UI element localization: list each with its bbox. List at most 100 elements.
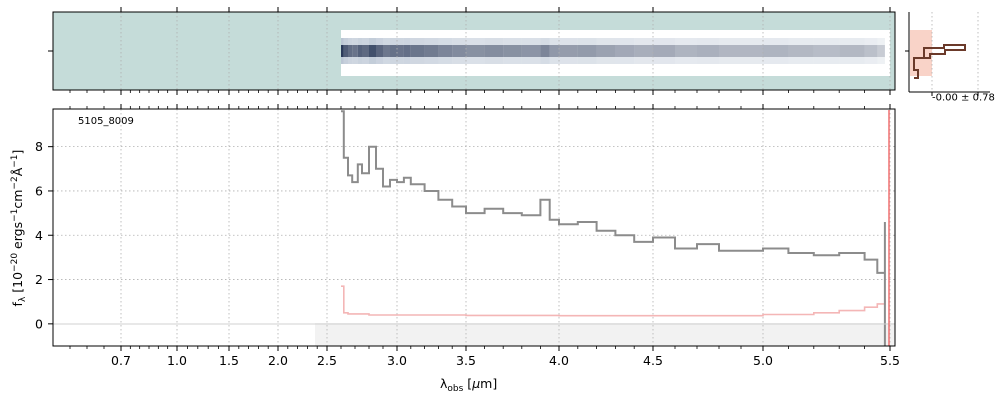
2d-trace-halo: [397, 38, 404, 45]
2d-trace-halo: [634, 57, 653, 64]
2d-trace-halo: [719, 38, 741, 45]
2d-trace-halo: [741, 38, 763, 45]
2d-trace-halo: [788, 38, 814, 45]
2d-trace-halo: [741, 57, 763, 64]
1d-spectrum-frame: [52, 108, 896, 347]
2d-trace-column: [540, 45, 550, 57]
2d-trace-halo: [484, 57, 504, 64]
x-tick-label: 5.5: [880, 353, 900, 368]
2d-trace-halo: [503, 38, 522, 45]
2d-spectrum-panel: [48, 11, 896, 91]
2d-trace-column: [383, 45, 390, 57]
2d-trace-halo: [397, 57, 404, 64]
x-tick-label: 1.0: [167, 353, 187, 368]
2d-trace-halo: [438, 57, 453, 64]
x-tick-label: 2.0: [268, 353, 288, 368]
2d-trace-column: [813, 45, 840, 57]
y-tick-label: 8: [35, 139, 43, 154]
2d-trace-halo: [839, 38, 865, 45]
2d-trace-column: [596, 45, 616, 57]
2d-trace-halo: [675, 38, 697, 45]
2d-trace-halo: [763, 57, 789, 64]
2d-trace-halo: [877, 38, 885, 45]
y-tick-label: 0: [35, 316, 43, 331]
2d-trace-halo: [390, 57, 397, 64]
x-tick-label: 0.7: [111, 353, 131, 368]
2d-trace-halo: [424, 57, 439, 64]
y-tick-label: 2: [35, 272, 43, 287]
inset-profile-line: [913, 44, 966, 79]
y-tick-label: 6: [35, 183, 43, 198]
2d-trace-column: [484, 45, 504, 57]
2d-trace-column: [369, 45, 376, 57]
2d-trace-column: [452, 45, 466, 57]
y-axis-label: fλ [10−20 ergs−1cm−2Å−1]: [10, 150, 28, 307]
2d-trace-halo: [813, 57, 840, 64]
2d-trace-halo: [549, 57, 559, 64]
2d-trace-halo: [877, 57, 885, 64]
2d-trace-halo: [403, 57, 411, 64]
2d-trace-column: [634, 45, 653, 57]
2d-trace-column: [357, 45, 362, 57]
2d-trace-halo: [452, 57, 466, 64]
2d-trace-halo: [357, 38, 362, 45]
2d-trace-halo: [343, 38, 348, 45]
2d-trace-column: [362, 45, 369, 57]
x-tick-label: 3.5: [456, 353, 476, 368]
2d-trace-halo: [864, 38, 878, 45]
2d-trace-column: [376, 45, 383, 57]
2d-trace-halo: [466, 38, 485, 45]
inset-error-band: [910, 30, 932, 76]
2d-trace-halo: [577, 57, 597, 64]
2d-trace-halo: [549, 38, 559, 45]
2d-trace-column: [410, 45, 425, 57]
2d-trace-column: [549, 45, 559, 57]
2d-trace-column: [697, 45, 719, 57]
cross-section-inset: -0.00 ± 0.78: [905, 12, 995, 103]
2d-trace-halo: [813, 38, 840, 45]
2d-trace-column: [348, 45, 353, 57]
2d-trace-column: [466, 45, 485, 57]
x-tick-label: 5.0: [753, 353, 773, 368]
2d-trace-column: [741, 45, 763, 57]
2d-trace-column: [424, 45, 439, 57]
error-spectrum-line: [341, 285, 886, 317]
2d-trace-halo: [719, 57, 741, 64]
2d-trace-column: [503, 45, 522, 57]
2d-trace-halo: [675, 57, 697, 64]
x-tick-label: 1.5: [219, 353, 239, 368]
2d-trace-halo: [383, 38, 390, 45]
2d-trace-column: [719, 45, 741, 57]
2d-trace-halo: [341, 38, 344, 45]
flux-spectrum-line: [341, 110, 886, 346]
2d-trace-halo: [348, 38, 353, 45]
2d-trace-halo: [559, 38, 578, 45]
2d-trace-halo: [540, 57, 550, 64]
y-tick-label: 4: [35, 228, 43, 243]
2d-trace-column: [397, 45, 404, 57]
2d-trace-halo: [383, 57, 390, 64]
2d-trace-halo: [596, 38, 616, 45]
2d-trace-halo: [521, 38, 541, 45]
2d-trace-halo: [348, 57, 353, 64]
2d-trace-halo: [362, 38, 369, 45]
2d-trace-halo: [788, 57, 814, 64]
2d-trace-halo: [410, 38, 425, 45]
2d-trace-halo: [390, 38, 397, 45]
2d-trace-halo: [357, 57, 362, 64]
2d-trace-halo: [376, 38, 383, 45]
2d-trace-halo: [540, 38, 550, 45]
2d-trace-column: [521, 45, 541, 57]
2d-spectrum-trace: [341, 30, 890, 76]
2d-trace-column: [675, 45, 697, 57]
1d-panel-grid: [53, 109, 895, 346]
2d-panel-grid: [120, 12, 891, 90]
2d-trace-column: [763, 45, 789, 57]
2d-trace-halo: [341, 57, 344, 64]
2d-trace-halo: [615, 57, 635, 64]
x-tick-label: 4.5: [643, 353, 663, 368]
2d-trace-column: [653, 45, 675, 57]
2d-trace-halo: [424, 38, 439, 45]
x-tick-label: 3.0: [387, 353, 407, 368]
